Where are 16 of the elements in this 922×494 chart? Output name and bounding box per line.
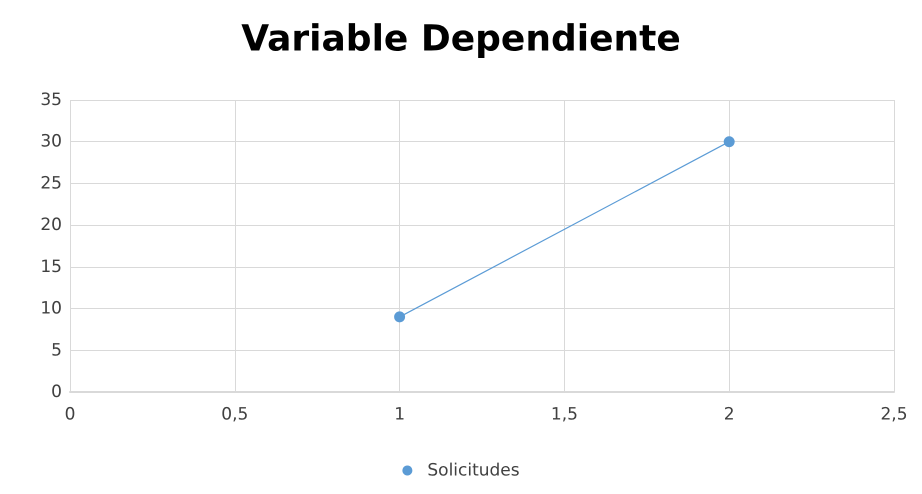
x-tick-label: 1,5 <box>550 404 578 424</box>
y-tick-label: 15 <box>40 256 62 277</box>
y-tick-label: 0 <box>51 382 62 402</box>
x-tick-label: 0 <box>64 404 76 424</box>
y-tick-label: 5 <box>51 340 62 360</box>
y-tick-label: 30 <box>40 132 62 152</box>
chart-title: Variable Dependiente <box>241 18 681 60</box>
y-tick-label: 35 <box>40 90 62 110</box>
x-tick-label: 0,5 <box>221 404 248 424</box>
y-tick-label: 25 <box>40 173 62 194</box>
x-tick-label: 2 <box>724 404 735 424</box>
y-tick-label: 20 <box>40 215 62 236</box>
y-tick-label: 10 <box>40 298 62 319</box>
x-tick-label: 2,5 <box>880 404 908 424</box>
legend-label: Solicitudes <box>427 460 520 480</box>
x-tick-label: 1 <box>394 404 406 424</box>
